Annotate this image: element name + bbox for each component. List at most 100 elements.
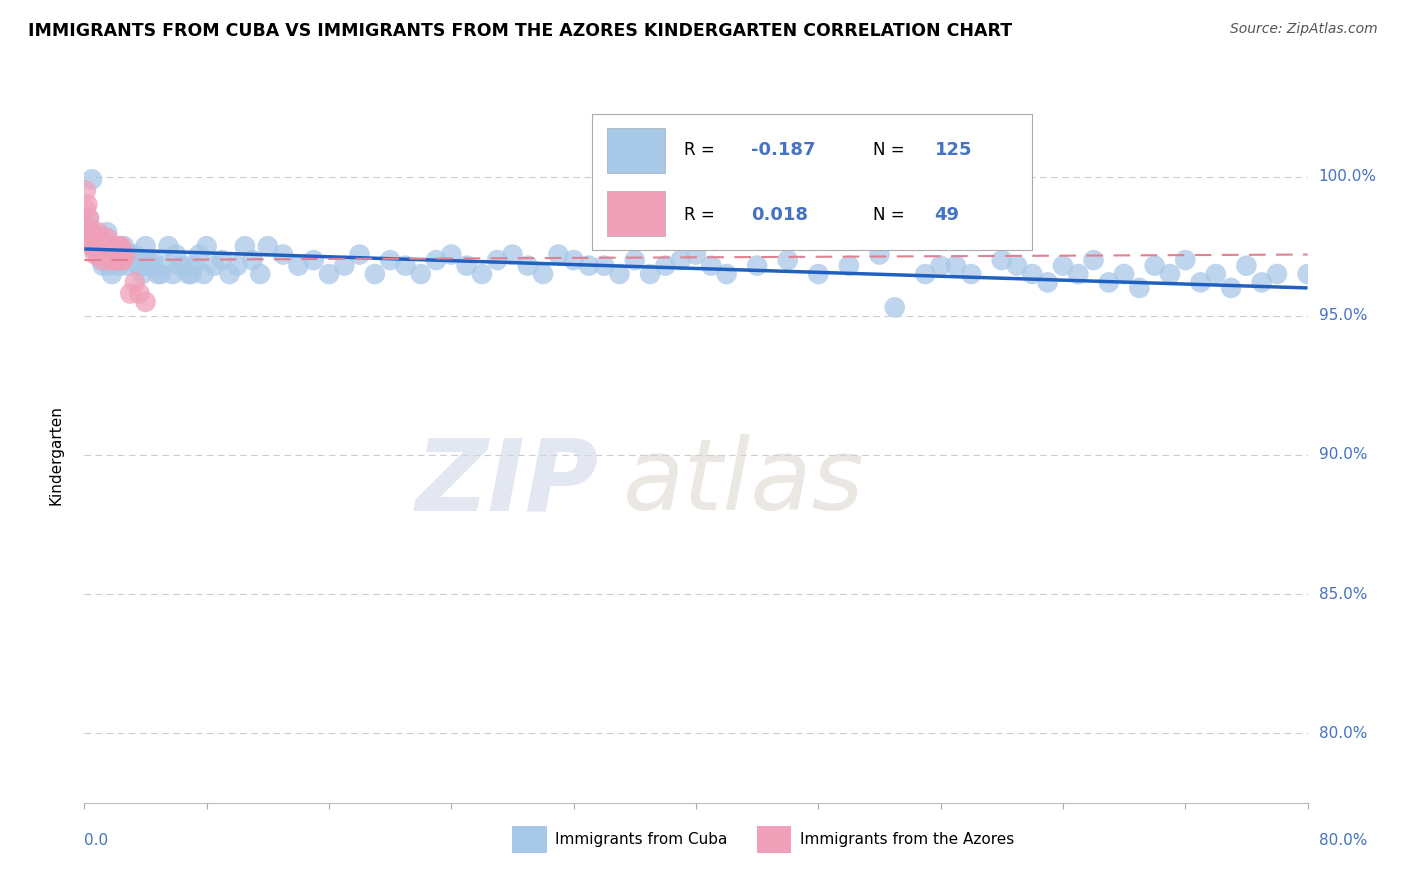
Point [114,247,136,261]
Point [96,225,118,239]
Point [1083,253,1105,268]
Point [638,267,661,281]
Point [1036,276,1059,290]
Text: 49: 49 [935,206,959,224]
Point [167,259,190,273]
Point [139,259,162,273]
Point [195,239,218,253]
Point [409,267,432,281]
Point [86,239,108,253]
Point [103,253,125,268]
Point [624,253,647,268]
Point [131,267,153,281]
FancyBboxPatch shape [606,191,665,235]
Point [111,253,134,268]
Point [86,239,108,253]
Point [90,231,112,245]
Point [776,253,799,268]
Point [807,267,830,281]
Point [165,247,187,261]
Point [89,239,111,253]
Point [685,247,707,261]
Point [173,259,195,273]
Point [83,231,105,245]
Point [1265,267,1288,281]
Point [84,231,107,245]
Point [1067,267,1090,281]
Point [486,253,509,268]
Point [1098,276,1121,290]
Point [108,239,131,253]
Text: 85.0%: 85.0% [1319,587,1367,601]
Text: 80.0%: 80.0% [1319,726,1367,740]
Point [129,253,152,268]
Point [162,267,184,281]
Point [700,259,723,273]
Point [349,247,371,261]
Text: 100.0%: 100.0% [1319,169,1376,184]
Point [188,247,211,261]
Point [1312,281,1334,295]
Text: 0.0: 0.0 [84,833,108,848]
Point [1143,259,1166,273]
Point [97,259,120,273]
Point [318,267,340,281]
Point [945,259,967,273]
Point [76,219,98,234]
Point [76,197,98,211]
Point [118,247,141,261]
Point [103,239,125,253]
Text: Immigrants from the Azores: Immigrants from the Azores [800,832,1014,847]
Point [364,267,387,281]
Point [257,239,280,253]
Point [93,239,115,253]
Point [138,253,160,268]
Point [111,253,134,268]
Point [249,267,271,281]
Point [127,259,149,273]
Point [105,247,128,261]
Point [96,247,118,261]
Point [105,253,128,268]
Text: R =: R = [683,206,720,224]
Point [914,267,936,281]
Point [98,253,121,268]
Point [869,247,891,261]
Point [1250,276,1272,290]
Point [104,239,127,253]
Point [77,231,100,245]
Point [1189,276,1212,290]
Point [471,267,494,281]
Point [107,239,129,253]
Point [107,239,129,253]
Point [89,247,111,261]
Point [110,239,132,253]
Point [716,267,738,281]
Point [101,253,124,268]
Point [115,259,138,273]
Point [79,225,101,239]
Point [91,259,114,273]
Text: ZIP: ZIP [415,434,598,532]
Point [233,239,256,253]
Point [128,286,150,301]
Point [425,253,447,268]
Point [128,259,150,273]
Point [547,247,569,261]
Point [87,225,110,239]
Point [287,259,309,273]
Point [108,247,131,261]
Point [211,253,233,268]
Point [593,259,616,273]
Text: 0.018: 0.018 [751,206,808,224]
Point [75,184,97,198]
Point [80,231,103,245]
Point [98,247,121,261]
Point [226,259,249,273]
Point [609,267,631,281]
Text: atlas: atlas [623,434,865,532]
Text: IMMIGRANTS FROM CUBA VS IMMIGRANTS FROM THE AZORES KINDERGARTEN CORRELATION CHAR: IMMIGRANTS FROM CUBA VS IMMIGRANTS FROM … [28,22,1012,40]
Point [1052,259,1074,273]
Point [108,259,131,273]
Point [1005,259,1028,273]
